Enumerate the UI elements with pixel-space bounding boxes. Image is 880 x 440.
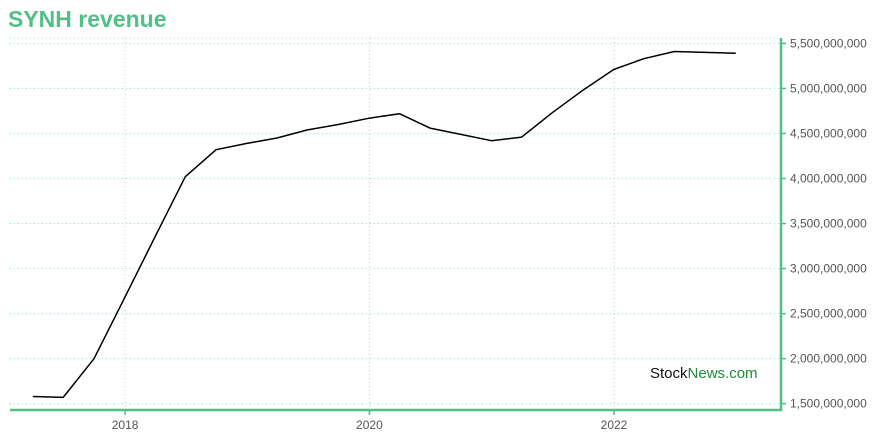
- watermark-part-news: News: [687, 365, 726, 382]
- watermark-part-stock: Stock: [650, 365, 688, 382]
- y-tick-label: 2,500,000,000: [790, 307, 867, 321]
- y-tick-label: 5,000,000,000: [790, 81, 867, 95]
- x-tick-label: 2018: [112, 418, 139, 432]
- y-tick-label: 5,500,000,000: [790, 36, 867, 50]
- grid-layer: [10, 37, 781, 410]
- x-tick-label: 2022: [601, 418, 628, 432]
- y-tick-label: 2,000,000,000: [790, 352, 867, 366]
- axis-layer: [10, 38, 786, 415]
- y-tick-label: 1,500,000,000: [790, 397, 867, 411]
- x-tick-label: 2020: [356, 418, 383, 432]
- series-layer: [32, 50, 736, 399]
- chart-title: SYNH revenue: [8, 6, 167, 32]
- watermark-part-com: .com: [725, 365, 758, 382]
- y-tick-label: 3,000,000,000: [790, 262, 867, 276]
- y-tick-label: 3,500,000,000: [790, 217, 867, 231]
- tick-label-layer: 1,500,000,000 2,000,000,000 2,500,000,000 3…: [112, 36, 867, 432]
- y-tick-label: 4,500,000,000: [790, 126, 867, 140]
- y-tick-label: 4,000,000,000: [790, 172, 867, 186]
- stocknews-watermark[interactable]: StockNews.com: [650, 365, 758, 382]
- revenue-series-line: [32, 50, 736, 399]
